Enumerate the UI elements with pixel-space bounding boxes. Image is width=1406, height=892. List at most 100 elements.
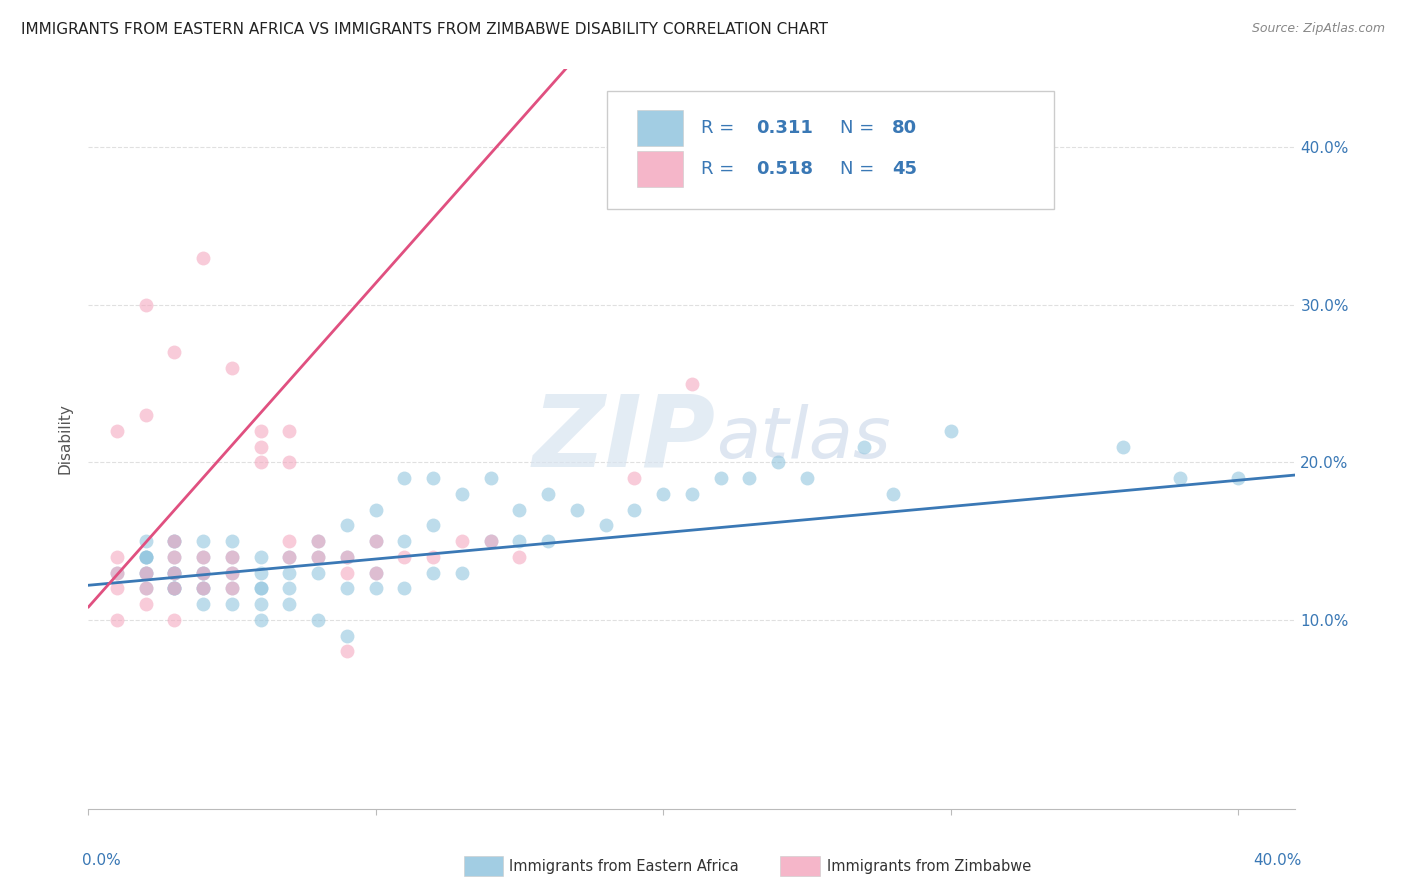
Point: [336, 549, 359, 564]
Point: [135, 408, 157, 422]
Point: [565, 502, 588, 516]
Point: [278, 549, 301, 564]
Point: [135, 582, 157, 596]
Text: atlas: atlas: [716, 404, 890, 474]
Text: R =: R =: [702, 119, 741, 136]
Point: [135, 597, 157, 611]
Point: [105, 566, 128, 580]
Point: [1112, 440, 1135, 454]
Point: [221, 549, 243, 564]
Point: [307, 534, 329, 549]
Point: [163, 549, 186, 564]
Text: 0.518: 0.518: [756, 161, 813, 178]
Point: [508, 502, 530, 516]
Point: [105, 549, 128, 564]
Point: [163, 566, 186, 580]
Point: [307, 549, 329, 564]
Point: [135, 534, 157, 549]
Point: [191, 549, 214, 564]
Point: [422, 566, 444, 580]
Point: [221, 534, 243, 549]
Point: [450, 487, 472, 501]
Point: [163, 534, 186, 549]
Point: [249, 566, 271, 580]
Text: N =: N =: [841, 161, 880, 178]
Text: Source: ZipAtlas.com: Source: ZipAtlas.com: [1251, 22, 1385, 36]
Point: [221, 582, 243, 596]
Point: [278, 455, 301, 469]
FancyBboxPatch shape: [607, 91, 1054, 210]
Point: [336, 629, 359, 643]
Point: [105, 582, 128, 596]
Point: [221, 549, 243, 564]
Point: [221, 566, 243, 580]
Point: [422, 549, 444, 564]
Point: [105, 613, 128, 627]
Text: 0.311: 0.311: [756, 119, 813, 136]
Text: 80: 80: [893, 119, 917, 136]
Point: [939, 424, 962, 438]
Point: [249, 613, 271, 627]
Point: [738, 471, 761, 485]
Point: [191, 566, 214, 580]
Point: [364, 534, 387, 549]
Text: 0.0%: 0.0%: [82, 854, 121, 869]
Point: [364, 566, 387, 580]
Point: [364, 566, 387, 580]
Point: [191, 582, 214, 596]
Point: [508, 549, 530, 564]
Point: [249, 455, 271, 469]
Point: [652, 487, 675, 501]
Point: [336, 582, 359, 596]
Point: [709, 471, 731, 485]
Point: [450, 566, 472, 580]
Point: [221, 597, 243, 611]
Point: [135, 566, 157, 580]
Point: [364, 534, 387, 549]
FancyBboxPatch shape: [637, 152, 683, 187]
Point: [221, 582, 243, 596]
Point: [336, 549, 359, 564]
Point: [249, 582, 271, 596]
Point: [221, 360, 243, 375]
FancyBboxPatch shape: [637, 110, 683, 145]
Point: [537, 534, 560, 549]
Point: [163, 582, 186, 596]
Point: [163, 613, 186, 627]
Point: [336, 644, 359, 658]
Text: R =: R =: [702, 161, 741, 178]
Point: [163, 566, 186, 580]
Point: [278, 534, 301, 549]
Point: [508, 534, 530, 549]
Point: [105, 424, 128, 438]
Point: [278, 549, 301, 564]
Point: [191, 534, 214, 549]
Point: [336, 518, 359, 533]
Point: [1170, 471, 1192, 485]
Text: Immigrants from Eastern Africa: Immigrants from Eastern Africa: [509, 859, 738, 873]
Point: [191, 582, 214, 596]
Point: [394, 471, 416, 485]
Point: [364, 502, 387, 516]
Point: [135, 298, 157, 312]
Point: [394, 534, 416, 549]
Point: [163, 582, 186, 596]
Point: [191, 549, 214, 564]
Point: [278, 582, 301, 596]
Text: ZIP: ZIP: [533, 391, 716, 487]
Point: [191, 566, 214, 580]
Point: [882, 487, 904, 501]
Point: [249, 440, 271, 454]
Point: [191, 582, 214, 596]
Point: [307, 566, 329, 580]
Point: [623, 471, 645, 485]
Text: IMMIGRANTS FROM EASTERN AFRICA VS IMMIGRANTS FROM ZIMBABWE DISABILITY CORRELATIO: IMMIGRANTS FROM EASTERN AFRICA VS IMMIGR…: [21, 22, 828, 37]
Point: [163, 566, 186, 580]
Point: [191, 251, 214, 265]
Point: [537, 487, 560, 501]
Point: [249, 597, 271, 611]
Point: [163, 566, 186, 580]
Point: [623, 502, 645, 516]
Text: 40.0%: 40.0%: [1253, 854, 1302, 869]
Point: [853, 440, 876, 454]
